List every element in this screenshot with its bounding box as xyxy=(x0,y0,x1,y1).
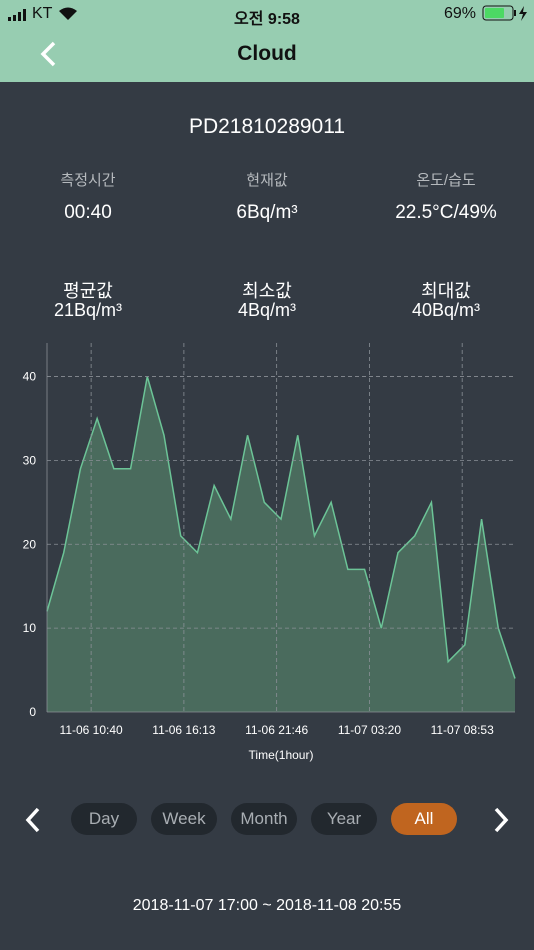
next-button[interactable] xyxy=(490,806,512,834)
y-tick-label: 30 xyxy=(23,453,37,467)
signal-icon xyxy=(8,9,26,21)
x-tick-label: 11-07 08:53 xyxy=(431,723,494,737)
stat-label: 최대값 xyxy=(421,281,471,301)
y-tick-label: 40 xyxy=(23,370,37,384)
stat-value: 22.5°C/49% xyxy=(395,202,497,223)
prev-button[interactable] xyxy=(22,806,44,834)
stat-value: 4Bq/m³ xyxy=(237,300,297,320)
range-button[interactable]: Month xyxy=(231,803,297,835)
wifi-icon xyxy=(59,7,77,20)
x-tick-label: 11-07 03:20 xyxy=(338,723,401,737)
stat-label: 현재값 xyxy=(246,172,288,189)
back-button[interactable] xyxy=(36,40,60,68)
stat-value: 40Bq/m³ xyxy=(411,300,481,320)
stat-value: 6Bq/m³ xyxy=(236,202,298,223)
range-button[interactable]: Day xyxy=(71,803,137,835)
y-tick-label: 20 xyxy=(23,537,37,551)
stat-label: 온도/습도 xyxy=(416,172,476,189)
battery-text: 69% xyxy=(444,5,477,22)
stat-value: 21Bq/m³ xyxy=(53,300,123,320)
clock: 오전 9:58 xyxy=(234,11,300,28)
line xyxy=(46,376,516,679)
x-tick-label: 11-06 16:13 xyxy=(152,723,215,737)
chart: 0 10 20 30 40 11-06 10:40 11-06 16:13 11-06 21:… xyxy=(23,343,516,762)
y-tick-label: 10 xyxy=(23,621,37,635)
x-tick-label: 11-06 21:46 xyxy=(245,723,308,737)
stat-label: 평균값 xyxy=(63,281,113,301)
y-tick-label: 0 xyxy=(29,705,36,719)
date-range: 2018-11-07 17:00 ~ 2018-11-08 20:55 xyxy=(132,897,402,914)
range-button[interactable]: Year xyxy=(311,803,377,835)
stat-value: 00:40 xyxy=(64,202,112,223)
stat-label: 최소값 xyxy=(242,281,292,301)
x-tick-label: 11-06 10:40 xyxy=(60,723,123,737)
stat-label: 측정시간 xyxy=(60,172,116,189)
header-bar xyxy=(0,0,534,82)
battery-icon xyxy=(482,5,527,21)
carrier: KT xyxy=(32,5,53,22)
range-button[interactable]: All xyxy=(391,803,457,835)
x-axis-label: Time(1hour) xyxy=(249,748,314,762)
header-title: Cloud xyxy=(237,42,297,65)
device-id: PD21810289011 xyxy=(188,115,346,138)
range-button[interactable]: Week xyxy=(151,803,217,835)
